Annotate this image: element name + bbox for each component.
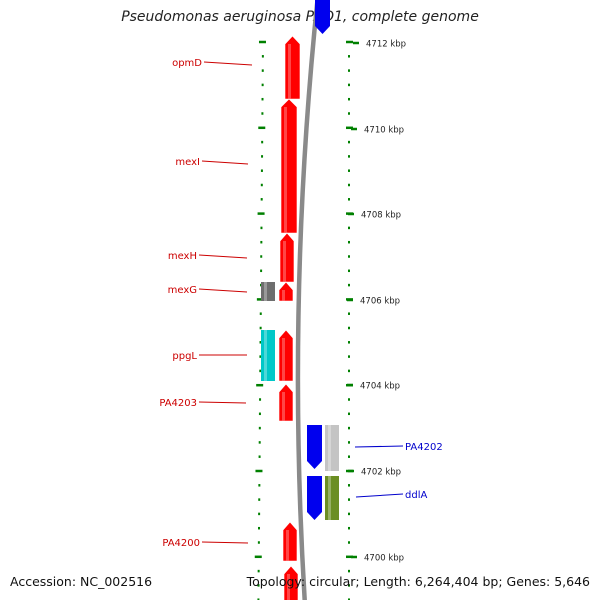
- gene-label: PA4203: [159, 398, 197, 409]
- gene-label: ddlA: [405, 490, 427, 501]
- reverse-cds-arrow: [307, 425, 322, 469]
- gray-feature: [261, 282, 275, 301]
- reverse-cds-arrow: [315, 0, 330, 34]
- leader-line: [203, 61, 253, 66]
- forward-cds-arrow: [278, 329, 294, 382]
- forward-cds-arrow: [278, 383, 294, 422]
- genome-info: Topology: circular; Length: 6,264,404 bp…: [246, 574, 590, 589]
- gene-label: mexG: [168, 285, 197, 296]
- box-highlight: [328, 476, 331, 520]
- gene-label: mexI: [175, 157, 200, 168]
- forward-cds-arrow: [282, 521, 298, 562]
- arrow-highlight: [284, 107, 287, 233]
- arrow-highlight: [288, 44, 291, 99]
- leader-line: [198, 288, 248, 293]
- olive-feature: [325, 476, 339, 520]
- map-title: Pseudomonas aeruginosa PAO1, complete ge…: [121, 9, 479, 25]
- leader-line: [198, 254, 248, 259]
- gene-label: PA4200: [162, 538, 200, 549]
- arrow-highlight: [282, 290, 285, 301]
- leader-line: [355, 493, 404, 498]
- scale-label: 4710 kbp: [364, 126, 404, 136]
- scale-label: 4702 kbp: [361, 468, 401, 478]
- scale-label: 4704 kbp: [360, 382, 400, 392]
- genome-backbone: [295, 0, 320, 600]
- accession-label: Accession: NC_002516: [10, 574, 153, 589]
- gene-label: PA4202: [405, 442, 443, 453]
- arrow-highlight: [287, 574, 290, 600]
- leader-line: [198, 401, 247, 404]
- arrow-highlight: [283, 241, 286, 282]
- box-highlight: [328, 425, 331, 471]
- cyan-feature: [261, 330, 275, 381]
- leader-line: [201, 160, 249, 165]
- reverse-cds-arrow: [307, 476, 322, 520]
- scale-label: 4706 kbp: [360, 297, 400, 307]
- scale-label: 4708 kbp: [361, 211, 401, 221]
- forward-cds-arrow: [279, 232, 295, 283]
- arrow-highlight: [282, 338, 285, 381]
- leader-line: [354, 445, 404, 448]
- gene-label: mexH: [168, 251, 197, 262]
- forward-cds-arrow: [284, 35, 301, 100]
- feature-layer: [261, 0, 339, 600]
- forward-cds-arrow: [278, 281, 294, 302]
- box-highlight: [264, 282, 267, 301]
- arrow-highlight: [282, 392, 285, 421]
- scale-label: 4700 kbp: [364, 554, 404, 564]
- arrow-highlight: [286, 530, 289, 561]
- gene-label: ppgL: [172, 351, 197, 362]
- scale-label: 4712 kbp: [366, 40, 406, 50]
- leader-line: [201, 541, 249, 544]
- gene-label: opmD: [172, 58, 202, 69]
- forward-cds-arrow: [280, 98, 298, 234]
- label-layer: 4712 kbp 4710 kbp 4708 kbp 4706 kbp 4704 kbp…: [159, 40, 442, 564]
- light-gray-feature: [325, 425, 339, 471]
- box-highlight: [264, 330, 267, 381]
